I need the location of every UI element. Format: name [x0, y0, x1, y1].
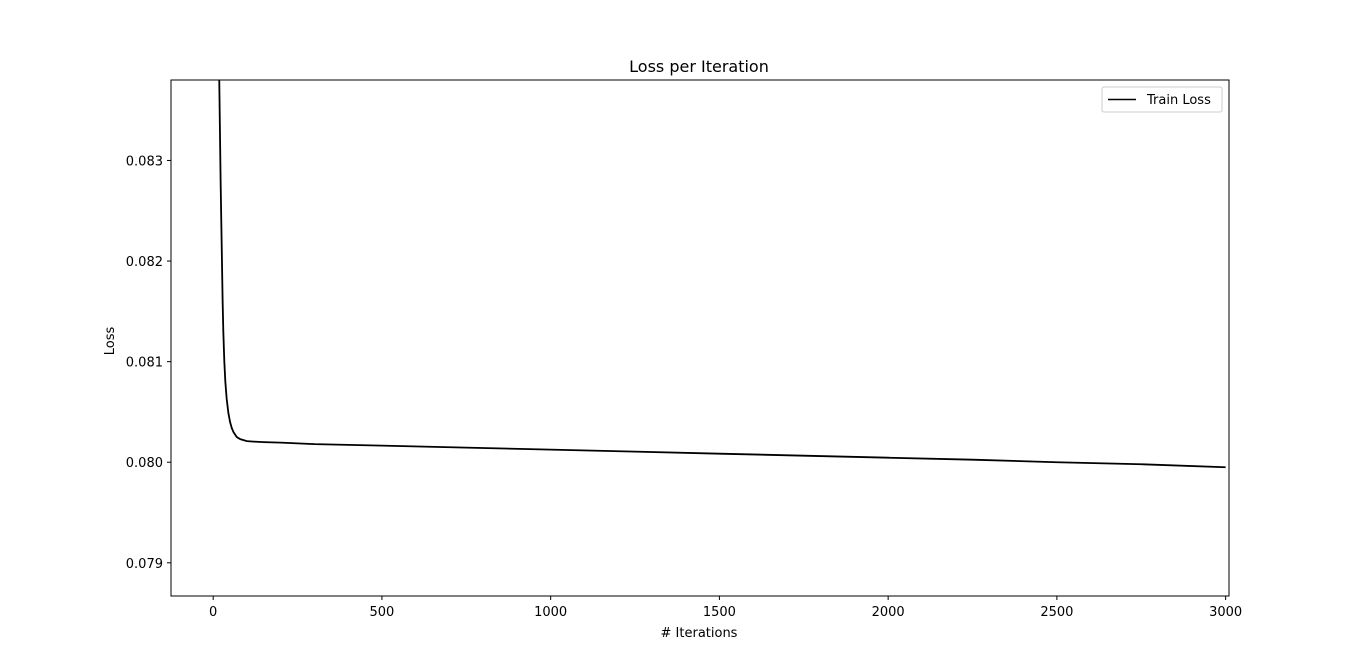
- x-tick-label: 3000: [1209, 605, 1242, 620]
- x-tick-label: 2000: [872, 605, 905, 620]
- x-tick-label: 1500: [703, 605, 736, 620]
- y-tick-label: 0.082: [126, 255, 163, 270]
- x-tick-label: 2500: [1040, 605, 1073, 620]
- x-axis-label: # Iterations: [661, 626, 738, 641]
- y-tick-label: 0.079: [126, 557, 163, 572]
- x-tick-label: 1000: [534, 605, 567, 620]
- y-tick-label: 0.083: [126, 154, 163, 169]
- plot-frame: [170, 79, 1230, 597]
- x-tick-label: 500: [370, 605, 395, 620]
- series-line-train-loss: [218, 80, 1226, 469]
- legend-label-train-loss: Train Loss: [1146, 93, 1211, 108]
- chart-title: Loss per Iteration: [629, 57, 769, 76]
- y-tick-label: 0.081: [126, 356, 163, 371]
- y-axis-label: Loss: [103, 327, 118, 356]
- x-tick-label: 0: [209, 605, 217, 620]
- y-axis: 0.079 0.080 0.081 0.082 0.083: [126, 154, 171, 572]
- legend-box: [1101, 86, 1223, 113]
- plot-area: [170, 79, 1230, 597]
- legend: Train Loss: [1101, 86, 1223, 113]
- x-axis: 0 500 1000 1500 2000 2500 3000: [209, 596, 1242, 620]
- y-tick-label: 0.080: [126, 456, 163, 471]
